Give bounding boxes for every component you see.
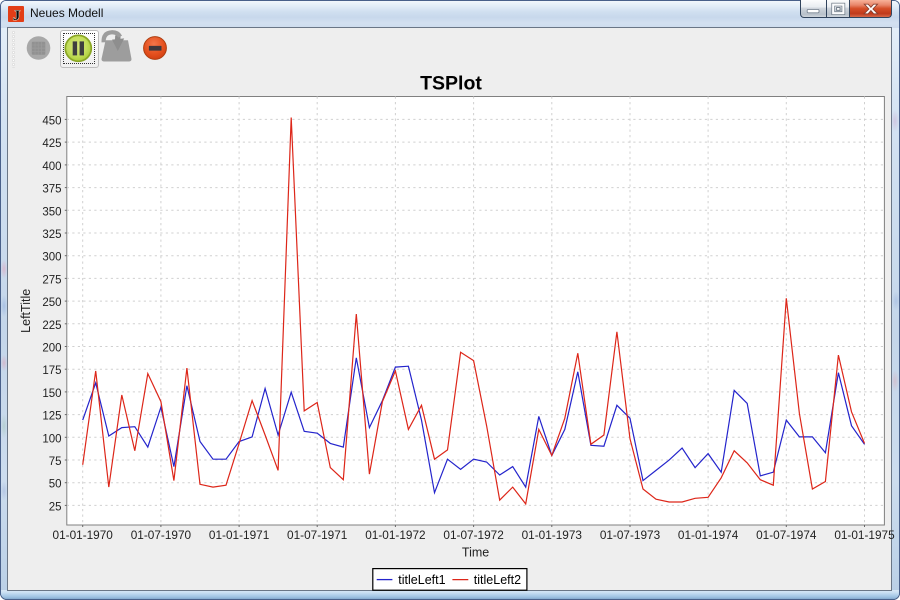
svg-text:25: 25 (49, 501, 62, 513)
svg-text:01-01-1971: 01-01-1971 (209, 528, 269, 542)
svg-text:01-01-1974: 01-01-1974 (678, 528, 739, 542)
svg-text:01-01-1975: 01-01-1975 (834, 528, 895, 542)
svg-text:TSPlot: TSPlot (420, 73, 482, 95)
svg-text:J: J (13, 8, 21, 22)
svg-text:titleLeft1: titleLeft1 (398, 573, 445, 587)
svg-text:01-07-1972: 01-07-1972 (443, 528, 503, 542)
svg-text:350: 350 (42, 206, 61, 218)
svg-text:01-07-1974: 01-07-1974 (756, 528, 817, 542)
svg-text:100: 100 (42, 433, 61, 445)
svg-text:275: 275 (42, 274, 61, 286)
svg-text:300: 300 (42, 252, 61, 264)
svg-text:01-07-1970: 01-07-1970 (131, 528, 192, 542)
svg-text:375: 375 (42, 184, 61, 196)
svg-text:250: 250 (42, 297, 61, 309)
svg-text:titleLeft2: titleLeft2 (474, 573, 521, 587)
svg-text:175: 175 (42, 365, 61, 377)
svg-text:225: 225 (42, 320, 61, 332)
svg-text:400: 400 (42, 161, 61, 173)
svg-text:150: 150 (42, 388, 61, 400)
svg-text:01-07-1971: 01-07-1971 (287, 528, 347, 542)
svg-text:425: 425 (42, 138, 61, 150)
svg-text:450: 450 (42, 115, 61, 127)
svg-text:01-01-1973: 01-01-1973 (522, 528, 583, 542)
svg-text:01-07-1973: 01-07-1973 (600, 528, 661, 542)
svg-text:125: 125 (42, 411, 61, 423)
svg-text:325: 325 (42, 229, 61, 241)
svg-text:LeftTitle: LeftTitle (19, 289, 33, 333)
svg-text:50: 50 (49, 479, 62, 491)
svg-text:Time: Time (462, 546, 489, 560)
svg-text:01-01-1970: 01-01-1970 (53, 528, 114, 542)
svg-text:200: 200 (42, 343, 61, 355)
svg-text:75: 75 (49, 456, 62, 468)
svg-text:01-01-1972: 01-01-1972 (365, 528, 425, 542)
